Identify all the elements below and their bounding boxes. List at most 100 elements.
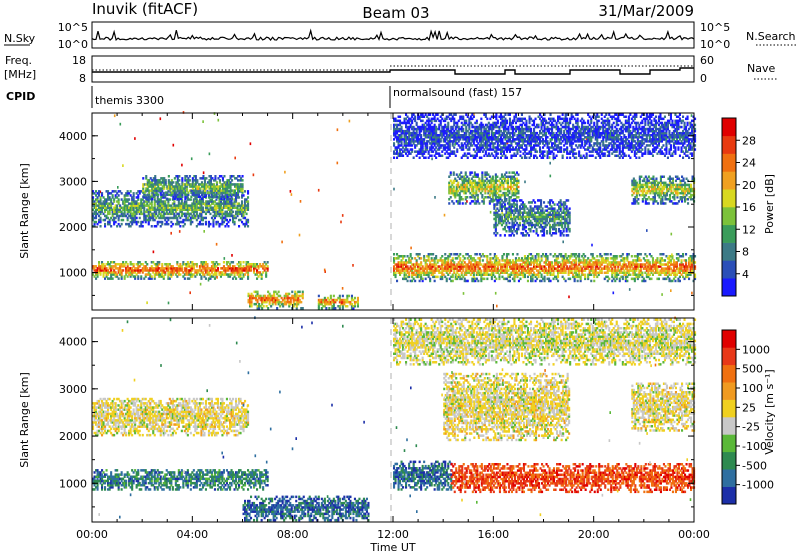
echo-cell <box>239 273 242 276</box>
echo-cell <box>487 196 490 199</box>
echo-cell <box>472 259 475 262</box>
echo-cell <box>606 257 609 260</box>
echo-cell <box>298 233 301 237</box>
echo-cell <box>460 198 463 201</box>
echo-cell <box>183 214 186 218</box>
echo-cell <box>230 261 233 264</box>
echo-cell <box>110 192 113 195</box>
echo-cell <box>215 214 218 218</box>
echo-cell <box>92 265 95 268</box>
echo-cell <box>420 267 423 270</box>
echo-cell <box>166 185 169 188</box>
echo-cell <box>470 181 473 185</box>
echo-cell <box>223 187 226 190</box>
echo-cell <box>402 267 405 270</box>
echo-cell <box>95 277 98 280</box>
echo-cell <box>144 210 147 214</box>
echo-cell <box>229 204 232 207</box>
echo-cell <box>465 279 468 283</box>
echo-cell <box>654 263 657 266</box>
echo-cell <box>456 253 459 256</box>
echo-cell <box>238 218 241 222</box>
echo-cell <box>341 214 344 217</box>
echo-cell <box>261 296 264 300</box>
echo-cell <box>182 263 185 266</box>
echo-cell <box>501 275 504 279</box>
echo-cell <box>152 216 155 220</box>
nsearch-tick-top: 10^5 <box>700 21 730 34</box>
echo-cell <box>158 179 161 182</box>
echo-cell <box>177 200 180 203</box>
echo-cell <box>245 222 248 226</box>
echo-cell <box>290 193 293 196</box>
echo-cell <box>234 191 237 194</box>
echo-cell <box>470 171 473 174</box>
echo-cell <box>546 263 549 266</box>
echo-cell <box>251 265 254 268</box>
echo-cell <box>192 212 195 216</box>
echo-cell <box>168 277 171 280</box>
echo-cell <box>397 257 400 260</box>
echo-cell <box>187 264 189 267</box>
echo-cell <box>482 187 485 191</box>
echo-cell <box>144 269 147 272</box>
echo-cell <box>320 298 323 302</box>
echo-cell <box>662 253 665 256</box>
echo-cell <box>135 202 138 205</box>
echo-cell <box>151 191 154 194</box>
echo-cell <box>177 204 180 207</box>
echo-cell <box>123 194 126 197</box>
echo-cell <box>138 265 141 268</box>
echo-cell <box>207 200 210 203</box>
echo-cell <box>105 198 108 201</box>
echo-cell <box>344 298 347 302</box>
echo-cell <box>464 189 467 193</box>
echo-cell <box>553 207 556 210</box>
echo-cell <box>164 206 167 209</box>
echo-cell <box>209 200 212 203</box>
echo-cell <box>265 267 268 270</box>
echo-cell <box>570 271 573 274</box>
echo-cell <box>400 259 403 262</box>
echo-cell <box>114 190 117 193</box>
echo-cell <box>569 267 572 270</box>
echo-cell <box>291 296 294 300</box>
echo-cell <box>188 206 191 209</box>
echo-cell <box>162 200 165 203</box>
echo-cell <box>650 271 653 274</box>
echo-cell <box>240 177 243 180</box>
echo-cell <box>338 305 341 308</box>
echo-cell <box>144 261 147 264</box>
echo-cell <box>686 271 689 274</box>
echo-cell <box>93 267 96 270</box>
echo-cell <box>226 195 229 198</box>
echo-cell <box>672 261 675 264</box>
echo-cell <box>491 200 494 203</box>
echo-cell <box>267 294 270 298</box>
echo-cell <box>647 271 650 274</box>
echo-cell <box>402 255 405 258</box>
echo-cell <box>196 193 199 196</box>
echo-cell <box>186 277 189 280</box>
echo-cell <box>151 183 154 186</box>
echo-cell <box>689 261 692 264</box>
echo-cell <box>511 253 514 256</box>
echo-cell <box>451 259 454 262</box>
echo-cell <box>539 263 542 266</box>
echo-cell <box>457 175 460 178</box>
echo-cell <box>105 214 108 218</box>
echo-cell <box>609 257 612 260</box>
echo-cell <box>473 191 476 195</box>
echo-cell <box>420 271 423 274</box>
echo-cell <box>406 265 409 268</box>
echo-cell <box>184 183 187 186</box>
echo-cell <box>179 193 182 196</box>
echo-cell <box>587 261 590 264</box>
echo-cell <box>448 175 451 178</box>
echo-cell <box>317 298 320 302</box>
echo-cell <box>578 263 581 266</box>
echo-cell <box>475 200 478 203</box>
echo-cell <box>123 206 126 209</box>
echo-cell <box>519 263 522 266</box>
echo-cell <box>393 271 396 274</box>
